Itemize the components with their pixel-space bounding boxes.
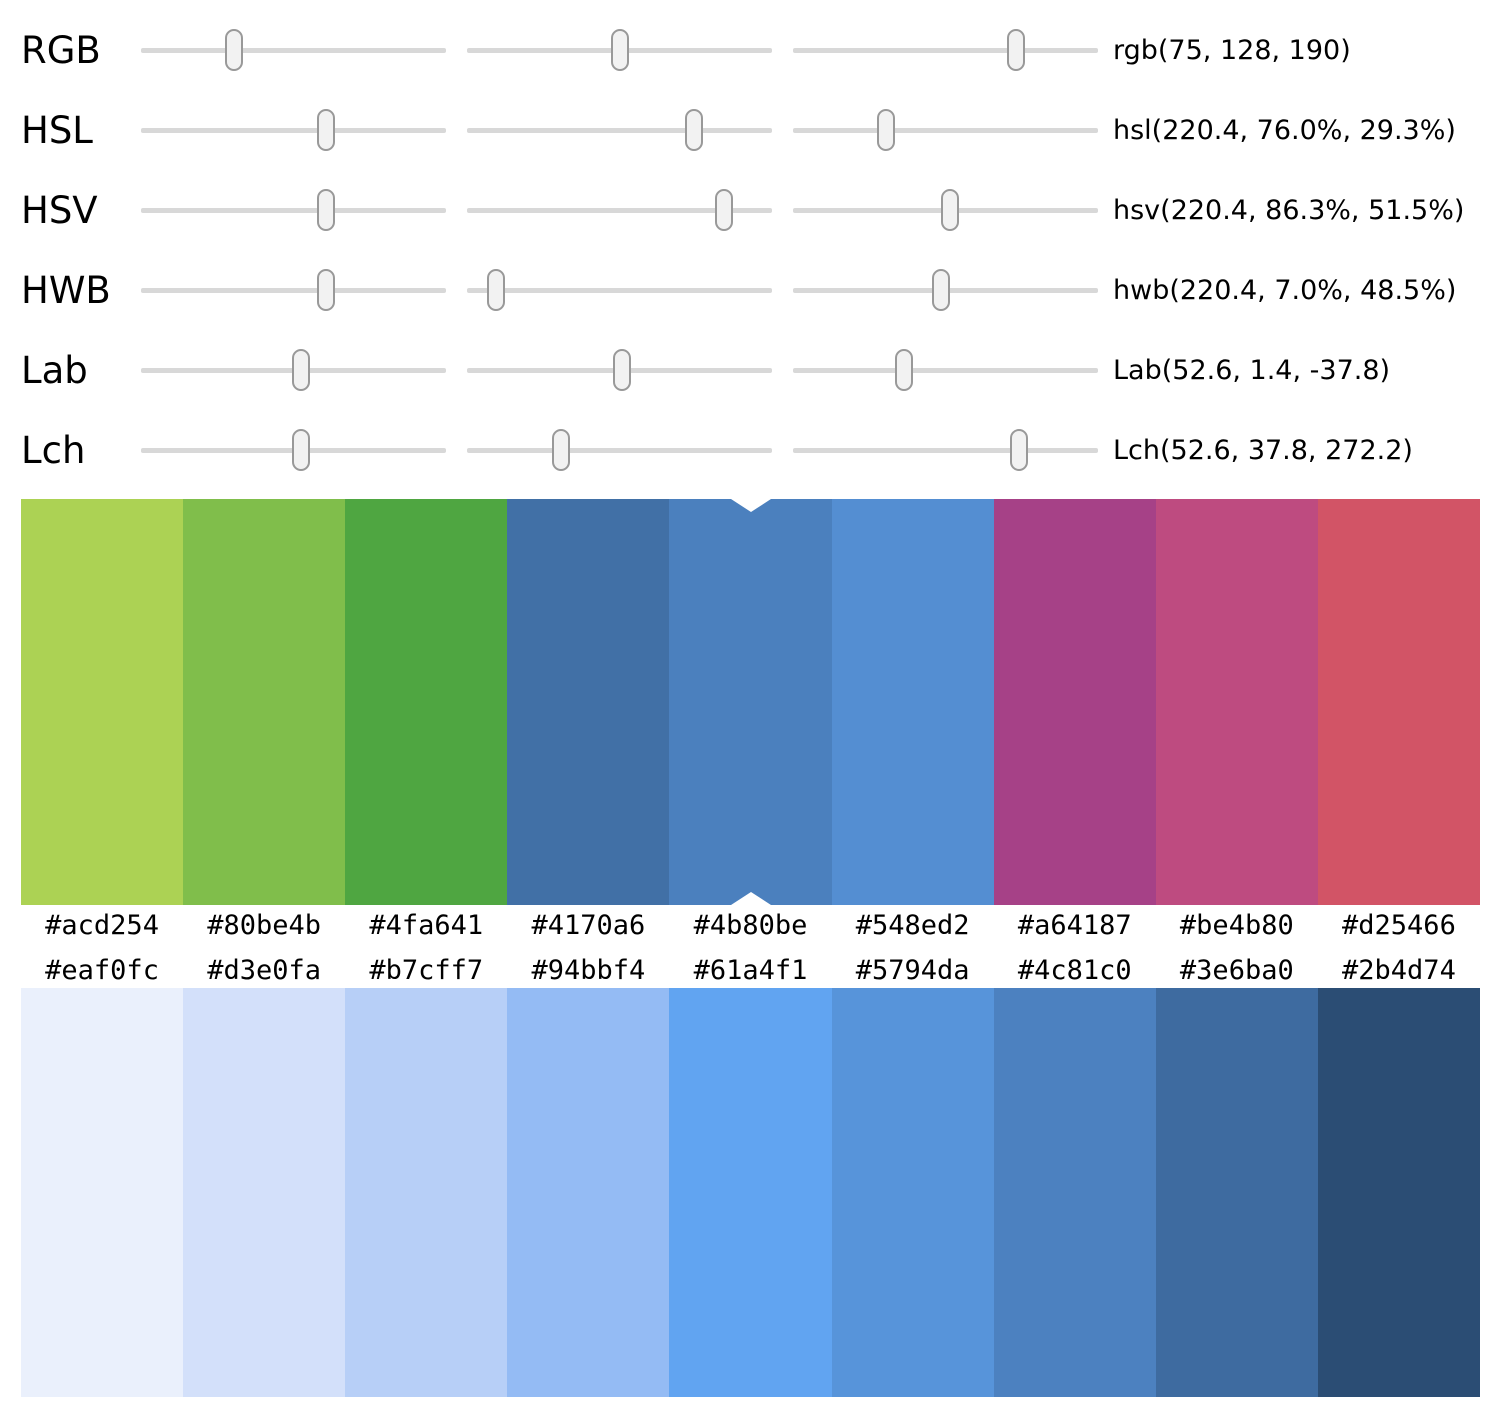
slider-track-lch-1[interactable] xyxy=(141,429,446,471)
hex-code-label: #d25466 xyxy=(1342,910,1456,941)
color-value-readout: rgb(75, 128, 190) xyxy=(1113,34,1351,66)
palette-swatch[interactable] xyxy=(21,499,184,905)
color-value-readout: Lch(52.6, 37.8, 272.2) xyxy=(1113,434,1413,466)
colorspace-label: Lab xyxy=(21,348,88,392)
slider-track-lab-3[interactable] xyxy=(793,349,1098,391)
colorspace-label: HSL xyxy=(21,108,93,152)
slider-thumb-rgb-3[interactable] xyxy=(1006,29,1025,71)
slider-row-hsv: HSV hsv(220.4, 86.3%, 51.5%) xyxy=(0,170,1501,250)
slider-thumb-rgb-1[interactable] xyxy=(225,29,244,71)
slider-thumb-hsl-1[interactable] xyxy=(316,109,335,151)
shade-hex-labels: #acd254 #80be4b #4fa641 #4170a6 #4b80be #548e… xyxy=(21,903,1480,948)
palette-swatch[interactable] xyxy=(669,499,832,905)
slider-track-hsv-2[interactable] xyxy=(467,189,772,231)
slider-thumb-lch-2[interactable] xyxy=(551,429,570,471)
slider-thumb-hwb-1[interactable] xyxy=(316,269,335,311)
slider-thumb-hwb-2[interactable] xyxy=(487,269,506,311)
slider-track-rgb-2[interactable] xyxy=(467,29,772,71)
selected-swatch-notch-top xyxy=(730,499,771,512)
palette-swatch[interactable] xyxy=(993,499,1156,905)
palette-swatch[interactable] xyxy=(1155,499,1318,905)
slider-thumb-hsv-2[interactable] xyxy=(714,189,733,231)
hex-code-label: #4fa641 xyxy=(369,910,484,941)
hex-code-label: #b7cff7 xyxy=(369,955,484,986)
slider-track-hsl-3[interactable] xyxy=(793,109,1098,151)
slider-thumb-lch-3[interactable] xyxy=(1009,429,1028,471)
slider-track-rgb-1[interactable] xyxy=(141,29,446,71)
slider-thumb-lab-3[interactable] xyxy=(894,349,913,391)
colorspace-label: Lch xyxy=(21,428,86,472)
slider-track-hsl-1[interactable] xyxy=(141,109,446,151)
colorspace-label: HSV xyxy=(21,188,98,232)
slider-row-hwb: HWB hwb(220.4, 7.0%, 48.5%) xyxy=(0,250,1501,330)
palette-swatch[interactable] xyxy=(345,499,508,905)
slider-track-rgb-3[interactable] xyxy=(793,29,1098,71)
palette-swatch[interactable] xyxy=(21,988,184,1397)
hex-code-label: #eaf0fc xyxy=(45,955,159,986)
slider-track-hwb-1[interactable] xyxy=(141,269,446,311)
palette-swatch[interactable] xyxy=(507,988,670,1397)
hex-code-label: #4b80be xyxy=(693,910,808,941)
colorspace-label: RGB xyxy=(21,28,101,72)
hex-code-label: #4c81c0 xyxy=(1017,955,1132,986)
palette-swatch[interactable] xyxy=(831,499,994,905)
color-value-readout: hsv(220.4, 86.3%, 51.5%) xyxy=(1113,194,1465,226)
slider-thumb-hwb-3[interactable] xyxy=(932,269,951,311)
selected-swatch-notch-bottom xyxy=(730,892,771,905)
slider-row-hsl: HSL hsl(220.4, 76.0%, 29.3%) xyxy=(0,90,1501,170)
hex-code-label: #5794da xyxy=(855,955,970,986)
palette-swatch[interactable] xyxy=(669,988,832,1397)
slider-track-lch-2[interactable] xyxy=(467,429,772,471)
slider-track-hwb-3[interactable] xyxy=(793,269,1098,311)
slider-thumb-hsl-2[interactable] xyxy=(685,109,704,151)
color-value-readout: Lab(52.6, 1.4, -37.8) xyxy=(1113,354,1391,386)
hex-code-label: #94bbf4 xyxy=(531,955,646,986)
palette-swatch[interactable] xyxy=(183,988,346,1397)
hex-code-label: #acd254 xyxy=(45,910,159,941)
hex-code-label: #be4b80 xyxy=(1179,910,1294,941)
palette-swatch[interactable] xyxy=(831,988,994,1397)
slider-thumb-lch-1[interactable] xyxy=(291,429,310,471)
hex-code-label: #548ed2 xyxy=(855,910,970,941)
slider-row-lch: Lch Lch(52.6, 37.8, 272.2) xyxy=(0,410,1501,490)
palette-swatch[interactable] xyxy=(183,499,346,905)
tint-hex-labels: #eaf0fc #d3e0fa #b7cff7 #94bbf4 #61a4f1 #5794… xyxy=(21,950,1480,992)
slider-thumb-lab-1[interactable] xyxy=(291,349,310,391)
slider-thumb-hsv-1[interactable] xyxy=(316,189,335,231)
slider-thumb-hsl-3[interactable] xyxy=(877,109,896,151)
slider-track-lab-1[interactable] xyxy=(141,349,446,391)
slider-section: RGB rgb(75, 128, 190) HSL hsl(220.4, 76.0%,… xyxy=(0,10,1501,490)
shade-palette xyxy=(21,499,1480,905)
palette-swatch[interactable] xyxy=(1155,988,1318,1397)
color-value-readout: hsl(220.4, 76.0%, 29.3%) xyxy=(1113,114,1456,146)
slider-track-hsv-3[interactable] xyxy=(793,189,1098,231)
slider-track-hsv-1[interactable] xyxy=(141,189,446,231)
hex-code-label: #3e6ba0 xyxy=(1179,955,1294,986)
slider-thumb-lab-2[interactable] xyxy=(612,349,631,391)
tint-palette xyxy=(21,988,1480,1397)
color-value-readout: hwb(220.4, 7.0%, 48.5%) xyxy=(1113,274,1457,306)
hex-code-label: #2b4d74 xyxy=(1342,955,1456,986)
hex-code-label: #80be4b xyxy=(207,910,322,941)
colorspace-label: HWB xyxy=(21,268,111,312)
palette-swatch[interactable] xyxy=(993,988,1156,1397)
slider-row-lab: Lab Lab(52.6, 1.4, -37.8) xyxy=(0,330,1501,410)
hex-code-label: #61a4f1 xyxy=(693,955,808,986)
hex-code-label: #d3e0fa xyxy=(207,955,322,986)
palette-swatch[interactable] xyxy=(1317,499,1480,905)
slider-track-hsl-2[interactable] xyxy=(467,109,772,151)
slider-track-lch-3[interactable] xyxy=(793,429,1098,471)
hex-code-label: #a64187 xyxy=(1017,910,1132,941)
slider-track-hwb-2[interactable] xyxy=(467,269,772,311)
palette-swatch[interactable] xyxy=(507,499,670,905)
slider-thumb-rgb-2[interactable] xyxy=(611,29,630,71)
slider-row-rgb: RGB rgb(75, 128, 190) xyxy=(0,10,1501,90)
slider-track-lab-2[interactable] xyxy=(467,349,772,391)
palette-swatch[interactable] xyxy=(1317,988,1480,1397)
slider-thumb-hsv-3[interactable] xyxy=(940,189,959,231)
hex-code-label: #4170a6 xyxy=(531,910,646,941)
palette-swatch[interactable] xyxy=(345,988,508,1397)
